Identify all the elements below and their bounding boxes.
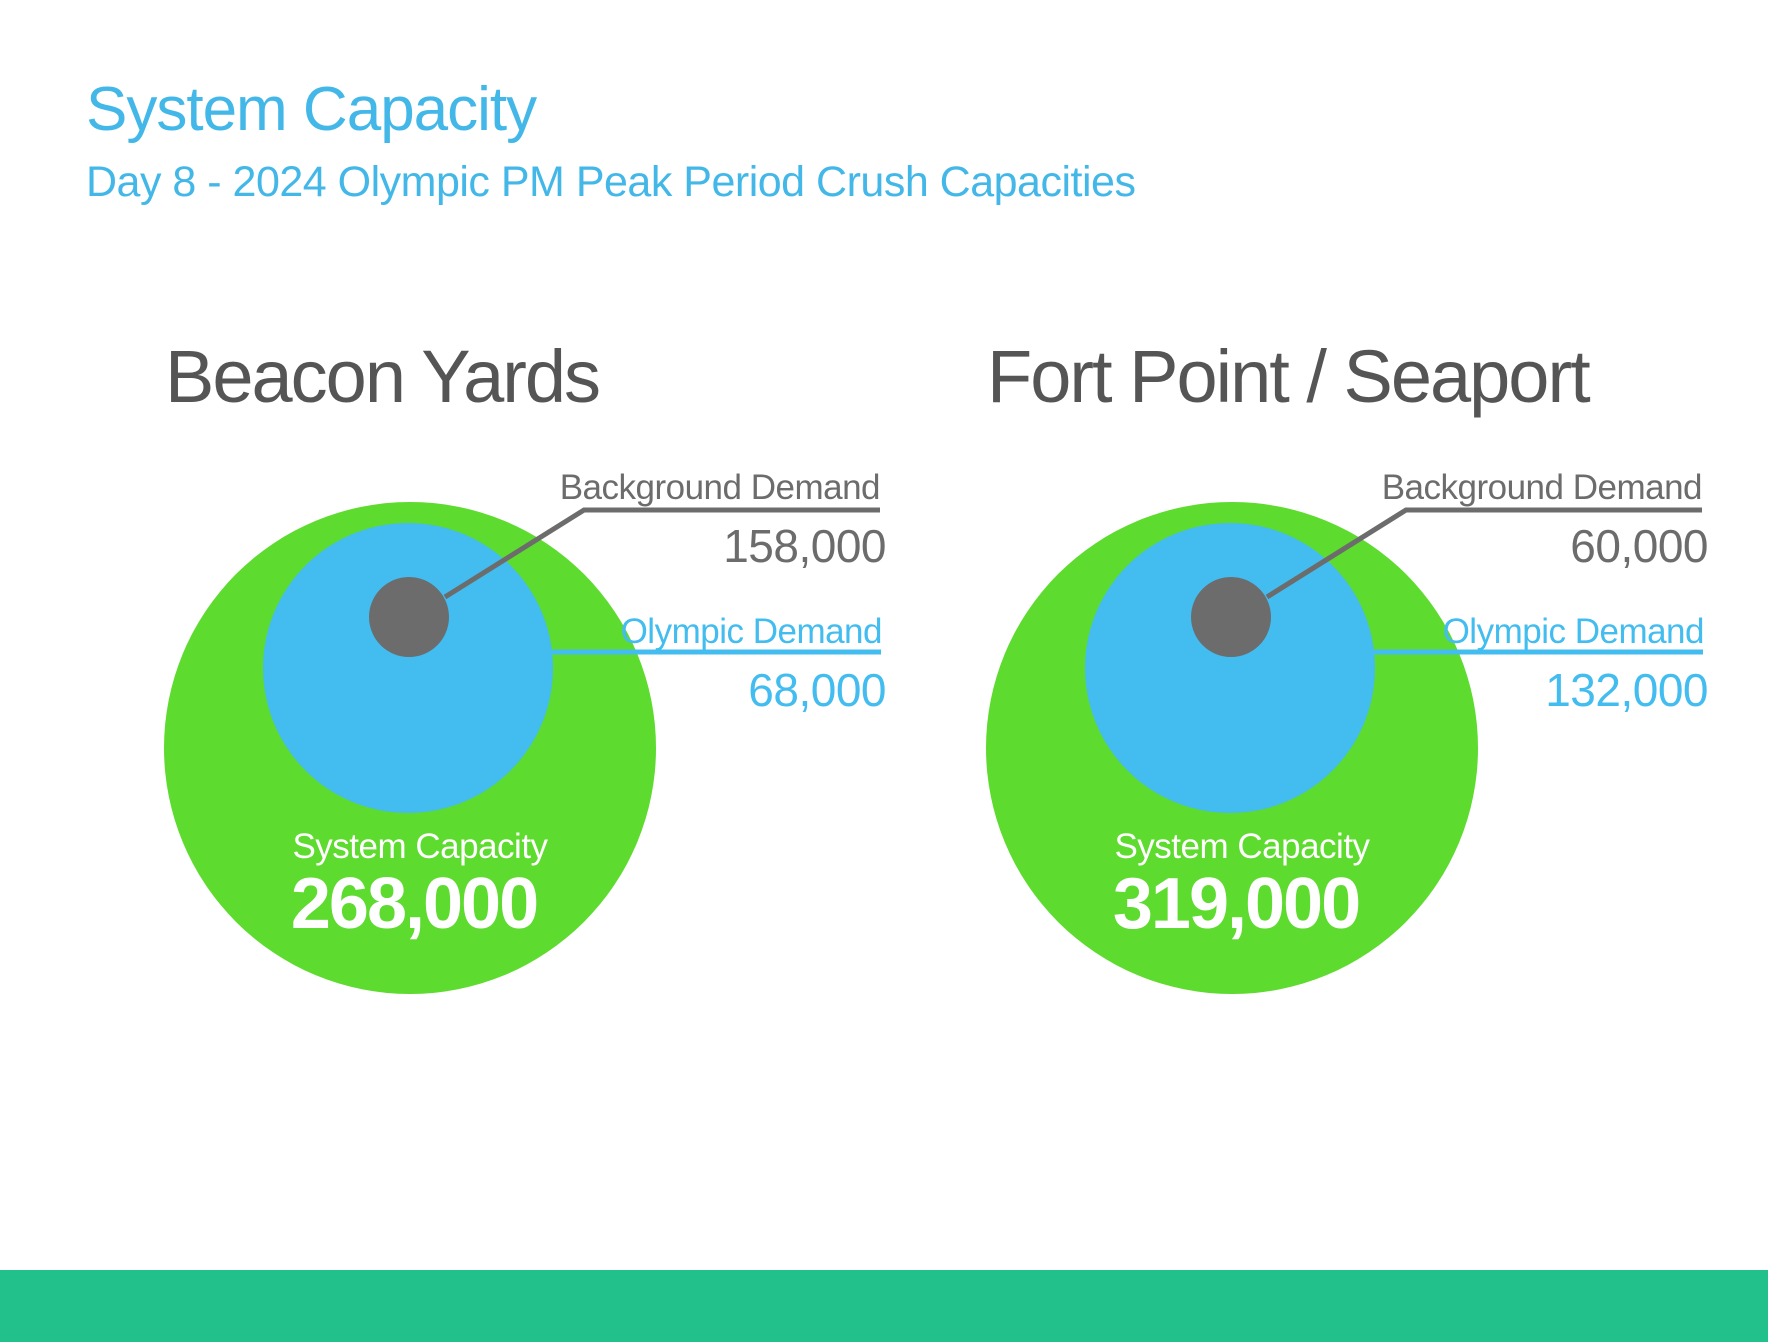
- panel-1-capacity-value: 268,000: [291, 864, 537, 944]
- panel-1-background-demand-circle: [369, 577, 449, 657]
- panel-2-background-value: 60,000: [1570, 520, 1708, 572]
- panel-2-olympic-value: 132,000: [1545, 664, 1708, 716]
- panel-1-background-label: Background Demand: [560, 468, 880, 507]
- panel-1-olympic-demand-circle: [263, 523, 553, 813]
- panel-2-background-demand-circle: [1191, 577, 1271, 657]
- footer-bar: [0, 1270, 1768, 1342]
- panel-2-capacity-label: System Capacity: [1114, 827, 1370, 866]
- page-title: System Capacity: [86, 75, 537, 144]
- panel-2-olympic-label: Olympic Demand: [1443, 612, 1704, 651]
- panel-2-title: Fort Point / Seaport: [987, 335, 1591, 418]
- panel-2-capacity-value: 319,000: [1113, 864, 1359, 944]
- panel-1-capacity-label: System Capacity: [292, 827, 548, 866]
- panel-1-olympic-value: 68,000: [748, 664, 886, 716]
- panel-1-background-leader-line: [443, 507, 880, 600]
- panel-2-olympic-demand-circle: [1085, 523, 1375, 813]
- panel-1-background-value: 158,000: [723, 520, 886, 572]
- panel-1-olympic-label: Olympic Demand: [621, 612, 882, 651]
- panel-2-background-label: Background Demand: [1382, 468, 1702, 507]
- panel-2-background-leader-line: [1265, 507, 1702, 600]
- page-subtitle: Day 8 - 2024 Olympic PM Peak Period Crus…: [86, 158, 1136, 206]
- panel-1-title: Beacon Yards: [165, 335, 599, 418]
